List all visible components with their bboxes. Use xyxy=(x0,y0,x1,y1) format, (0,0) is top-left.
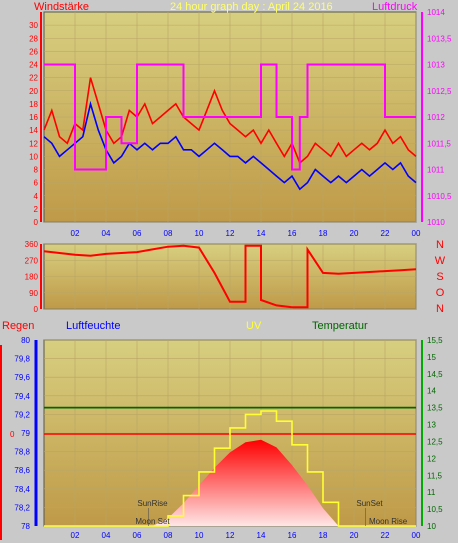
x-tick-label: 08 xyxy=(164,229,173,238)
pressure-y-tick: 1011,5 xyxy=(427,139,451,148)
humidity-y-tick: 78,8 xyxy=(14,448,30,457)
moonrise-annotation: Moon Rise xyxy=(369,517,408,526)
x-tick-label: 18 xyxy=(319,229,328,238)
x-tick-label: 20 xyxy=(350,229,359,238)
pressure-y-tick: 1013,5 xyxy=(427,34,452,43)
wind-y-tick: 28 xyxy=(29,34,38,43)
wind-y-tick: 30 xyxy=(29,21,38,30)
uv-line xyxy=(44,410,416,527)
x-tick-label: 14 xyxy=(257,229,266,238)
humidity-y-tick: 79,8 xyxy=(14,355,30,364)
compass-label: S xyxy=(436,271,443,283)
graph-title: 24 hour graph day : April 24 2016 xyxy=(170,1,333,13)
x-tick-label: 04 xyxy=(102,531,111,540)
x-tick-label: 14 xyxy=(257,531,266,540)
rain-label: Regen xyxy=(2,320,35,332)
x-tick-label: 06 xyxy=(133,229,142,238)
pressure-y-tick: 1012,5 xyxy=(427,87,452,96)
sunset-annotation: SunSet xyxy=(356,499,383,508)
wind-y-tick: 10 xyxy=(29,152,38,161)
sunrise-annotation: SunRise xyxy=(137,499,168,508)
pressure-y-tick: 1012 xyxy=(427,113,445,122)
uv-y-tick: 10 xyxy=(427,522,436,531)
wind-y-tick: 26 xyxy=(29,47,38,56)
uv-y-tick: 12,5 xyxy=(427,437,443,446)
x-tick-label: 02 xyxy=(71,531,80,540)
humidity-y-tick: 79,6 xyxy=(14,373,30,382)
uv-fill xyxy=(44,439,416,526)
uv-y-tick: 15,5 xyxy=(427,336,443,345)
wind-y-tick: 6 xyxy=(34,179,39,188)
x-tick-label: 16 xyxy=(288,229,297,238)
x-tick-label: 20 xyxy=(350,531,359,540)
uv-y-tick: 13 xyxy=(427,421,436,430)
wind-y-tick: 24 xyxy=(29,61,38,70)
humidity-y-tick: 78,2 xyxy=(14,503,30,512)
wind-y-tick: 16 xyxy=(29,113,38,122)
wind-y-tick: 22 xyxy=(29,74,38,83)
compass-label: N xyxy=(436,303,444,315)
direction-y-tick: 90 xyxy=(29,289,38,298)
wind-y-tick: 4 xyxy=(34,192,39,201)
x-tick-label: 00 xyxy=(412,531,421,540)
x-tick-label: 10 xyxy=(195,229,204,238)
uv-y-tick: 11 xyxy=(427,488,436,497)
wind-y-tick: 20 xyxy=(29,87,38,96)
wind-y-tick: 12 xyxy=(29,139,38,148)
x-tick-label: 18 xyxy=(319,531,328,540)
compass-label: W xyxy=(435,255,446,267)
humidity-y-tick: 78 xyxy=(21,522,30,531)
wind-speed-label: Windstärke xyxy=(34,1,90,13)
compass-label: O xyxy=(436,287,445,299)
humidity-label: Luftfeuchte xyxy=(66,320,121,332)
x-tick-label: 08 xyxy=(164,531,173,540)
x-tick-label: 22 xyxy=(381,531,390,540)
pressure-line xyxy=(44,63,416,171)
x-tick-label: 12 xyxy=(226,229,235,238)
uv-y-tick: 13,5 xyxy=(427,404,443,413)
humidity-y-tick: 79,2 xyxy=(14,410,30,419)
x-tick-label: 04 xyxy=(102,229,111,238)
moonset-annotation: Moon Set xyxy=(135,517,170,526)
pressure-y-tick: 1010 xyxy=(427,218,445,227)
x-tick-label: 02 xyxy=(71,229,80,238)
x-tick-label: 06 xyxy=(133,531,142,540)
x-tick-label: 22 xyxy=(381,229,390,238)
pressure-y-tick: 1013 xyxy=(427,61,445,70)
humidity-y-tick: 80 xyxy=(21,336,30,345)
uv-label: UV xyxy=(246,320,262,332)
humidity-y-tick: 78,4 xyxy=(14,485,30,494)
pressure-y-tick: 1011 xyxy=(427,166,445,175)
humidity-y-tick: 79,4 xyxy=(14,392,30,401)
pressure-label: Luftdruck xyxy=(372,1,418,13)
uv-y-tick: 12 xyxy=(427,454,436,463)
uv-y-tick: 14 xyxy=(427,387,436,396)
x-tick-label: 00 xyxy=(412,229,421,238)
x-tick-label: 12 xyxy=(226,531,235,540)
x-tick-label: 10 xyxy=(195,531,204,540)
wind-y-tick: 0 xyxy=(34,218,39,227)
x-tick-label: 16 xyxy=(288,531,297,540)
uv-y-tick: 11,5 xyxy=(427,471,443,480)
uv-y-tick: 15 xyxy=(427,353,436,362)
pressure-y-tick: 1010,5 xyxy=(427,192,452,201)
direction-y-tick: 270 xyxy=(25,256,39,265)
wind-y-tick: 8 xyxy=(34,166,39,175)
uv-y-tick: 14,5 xyxy=(427,370,443,379)
uv-y-tick: 10,5 xyxy=(427,505,443,514)
pressure-y-tick: 1014 xyxy=(427,8,445,17)
humidity-y-tick: 78,6 xyxy=(14,466,30,475)
wind-y-tick: 14 xyxy=(29,126,38,135)
wind-y-tick: 2 xyxy=(34,205,39,214)
direction-y-tick: 0 xyxy=(34,305,39,314)
wind-direction-line xyxy=(43,244,417,309)
temperature-label: Temperatur xyxy=(312,320,368,332)
rain-y-tick: 0 xyxy=(10,430,15,439)
humidity-y-tick: 79 xyxy=(21,429,30,438)
wind-y-tick: 18 xyxy=(29,100,38,109)
direction-y-tick: 180 xyxy=(25,273,39,282)
compass-label: N xyxy=(436,239,444,251)
direction-y-tick: 360 xyxy=(25,240,39,249)
